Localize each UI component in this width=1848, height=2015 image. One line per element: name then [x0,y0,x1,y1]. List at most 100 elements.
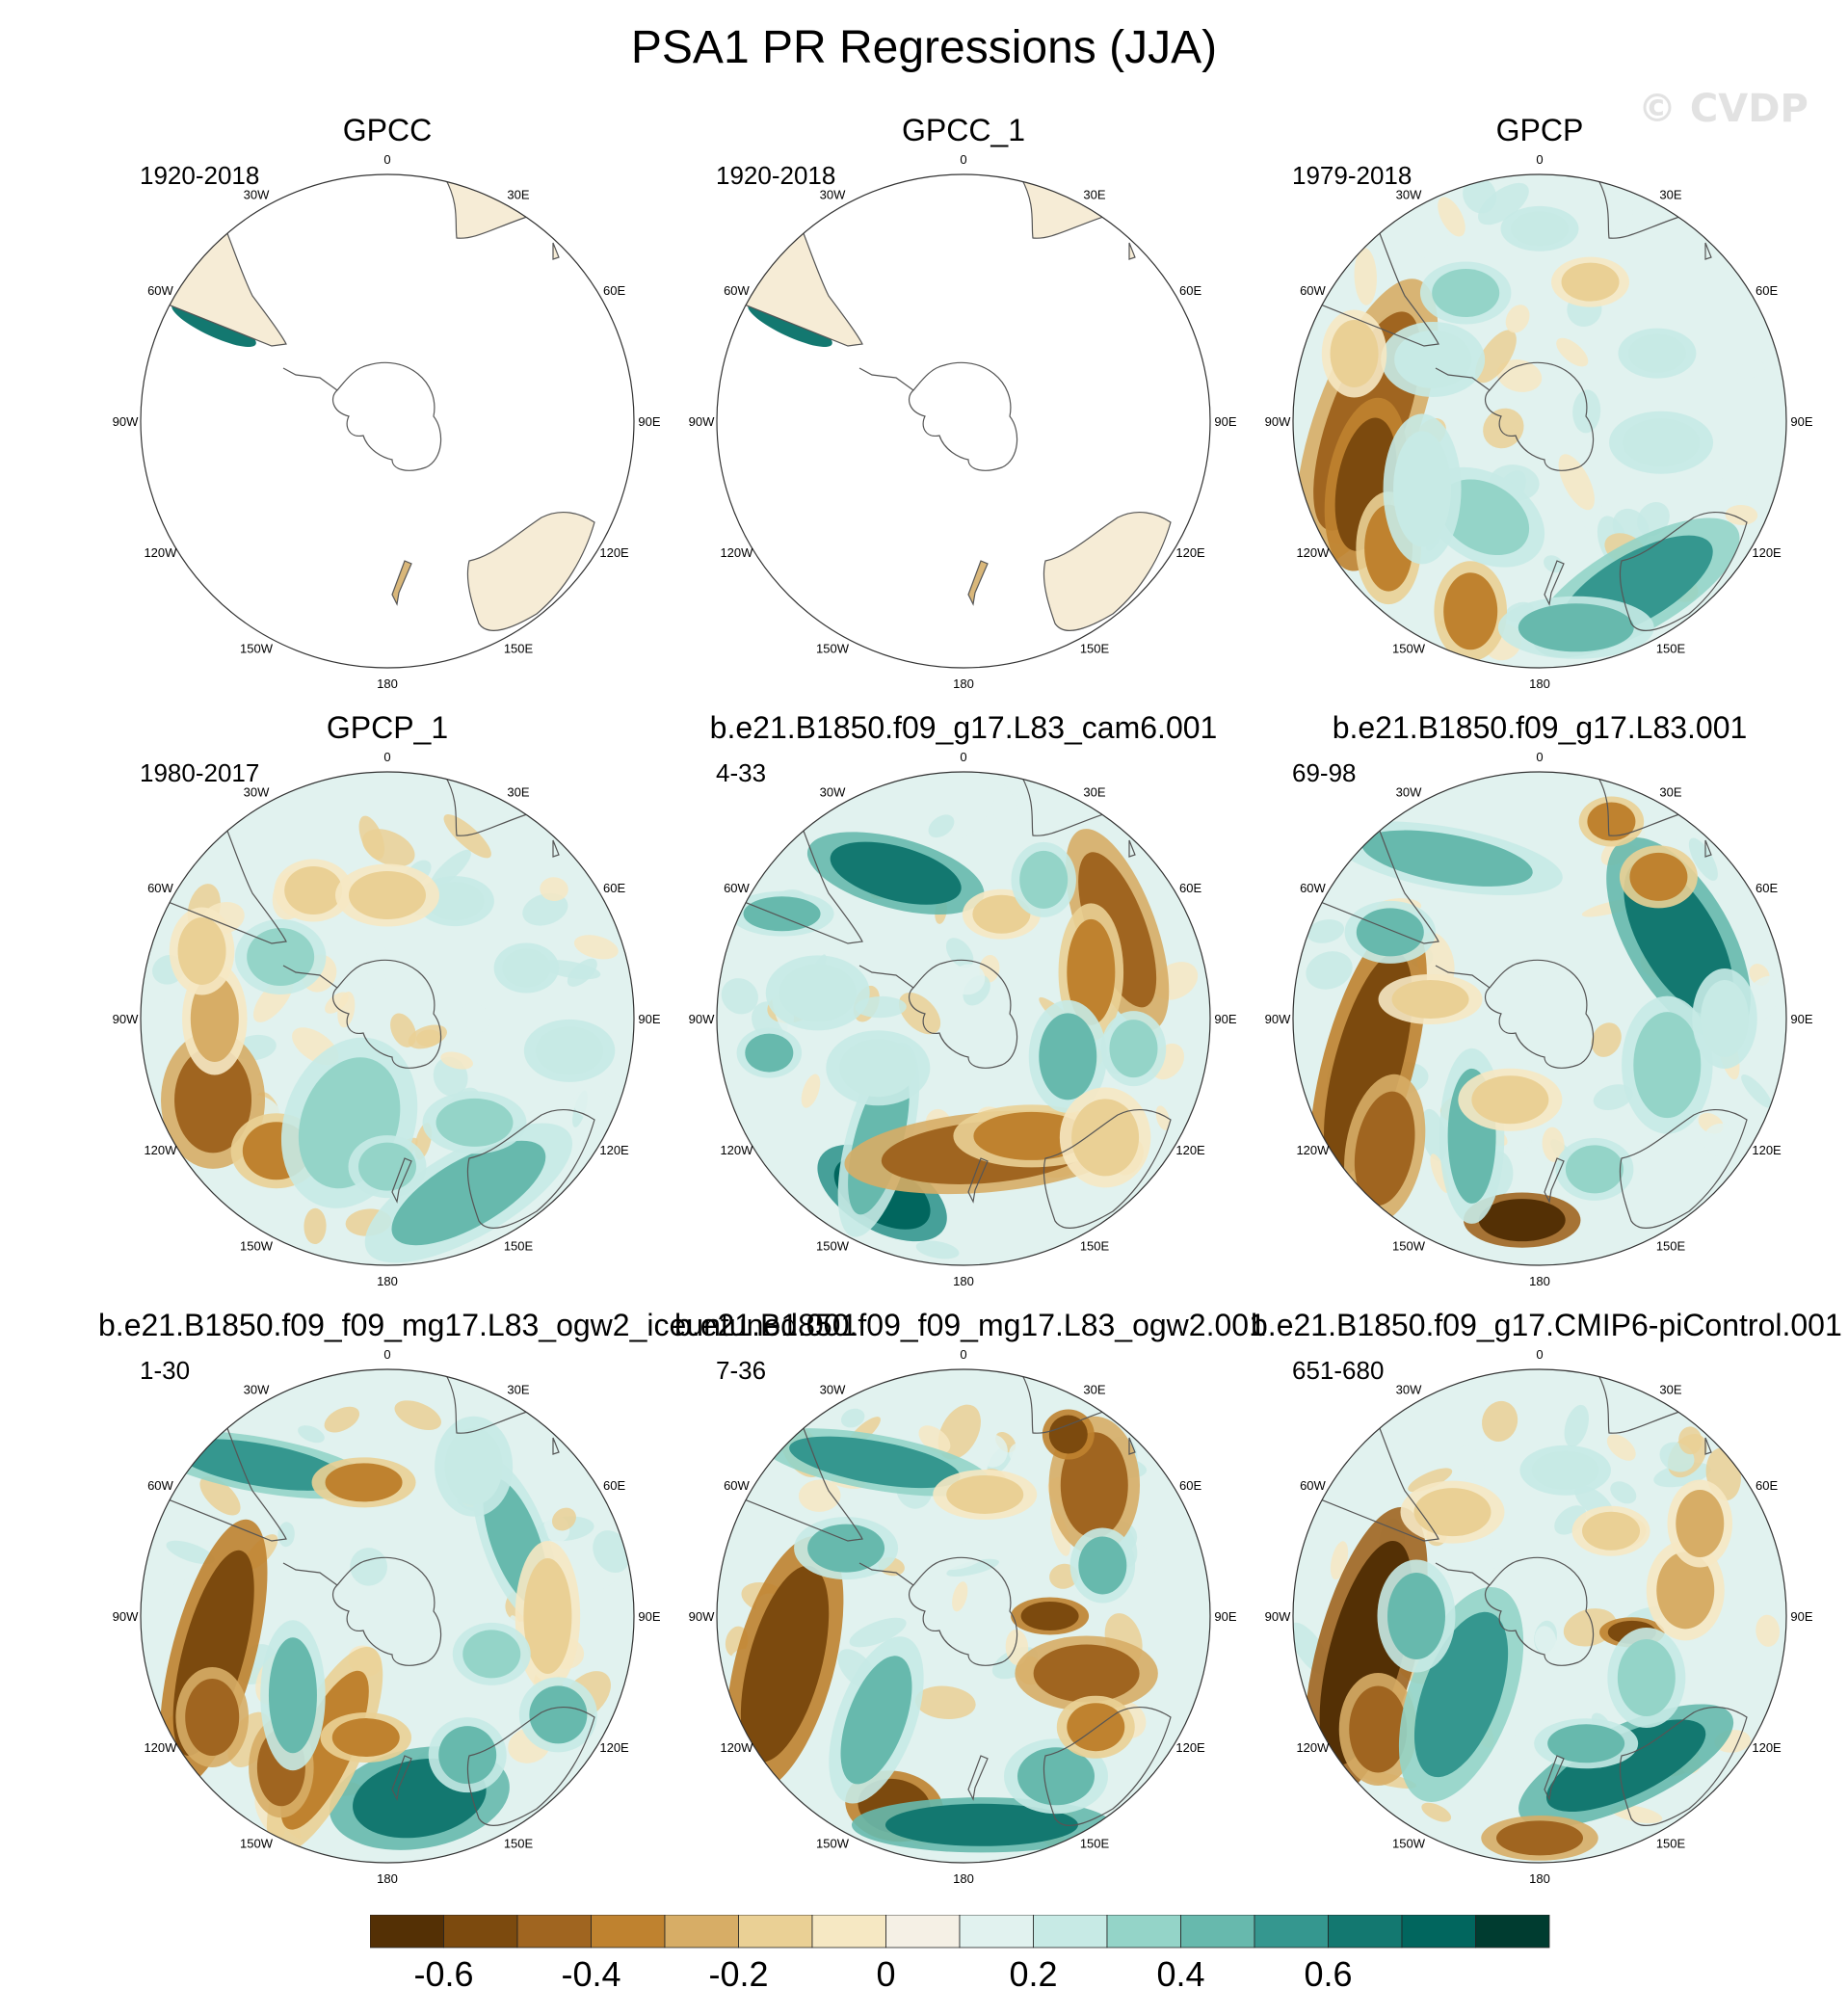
anomaly-blob [1439,479,1530,556]
longitude-label: 180 [953,1871,974,1886]
anomaly-speckle [461,1002,490,1033]
panel-period: 1-30 [140,1356,191,1385]
panel-period: 1980-2017 [140,758,260,787]
australia-coastline [466,1108,595,1230]
anomaly-speckle [394,1400,441,1431]
antarctica-coastline [1484,1556,1595,1666]
anomaly-speckle [953,792,994,839]
longitude-label: 120W [720,1740,753,1755]
anomaly-speckle [366,953,386,994]
anomaly-blob [1060,1432,1128,1539]
longitude-label: 30E [1659,1382,1681,1396]
anomaly-blob [502,948,551,988]
panel-period: 69-98 [1292,758,1357,787]
longitude-label: 150E [1080,1239,1110,1254]
map-field [141,174,634,668]
longitude-label: 0 [960,750,966,764]
anomaly-speckle [522,892,568,926]
anomaly-blob [779,964,857,1022]
panel-title: GPCC_1 [901,113,1026,147]
panel-period: 651-680 [1292,1356,1385,1385]
colorbar-swatch [738,1915,813,1949]
australia-coastline [1619,1108,1748,1230]
colorbar-tick-label: 0 [876,1954,895,1994]
longitude-label: 0 [1536,1347,1543,1362]
longitude-label: 120W [720,1143,753,1157]
longitude-label: 60W [724,881,750,895]
anomaly-speckle [1456,1445,1485,1482]
australia-coastline [1043,511,1172,632]
anomaly-blob [745,1033,794,1073]
anomaly-speckle [593,1530,630,1574]
colorbar: -0.6 -0.4 -0.2 0 0.2 0.4 0.6 [370,1915,1550,1994]
anomaly-blob [1067,1703,1125,1752]
anomaly-blob [174,1047,252,1153]
australia-coastline [1619,1706,1748,1827]
colorbar-swatch [591,1915,666,1949]
longitude-label: 150W [816,1239,850,1254]
anomaly-speckle [914,1685,976,1720]
anomaly-speckle [1354,248,1377,305]
anomaly-speckle [440,1051,473,1070]
longitude-label: 120W [720,545,753,560]
longitude-label: 90E [638,1609,660,1624]
anomaly-speckle [1421,1802,1452,1822]
anomaly-blob [1496,1820,1583,1856]
map-boundary [716,771,1211,1266]
longitude-label: 120E [1752,1143,1782,1157]
anomaly-speckle [324,1406,360,1433]
panel-period: 4-33 [716,758,767,787]
longitude-label: 30W [244,784,270,799]
longitude-label: 0 [1536,152,1543,167]
anomaly-speckle [1410,224,1450,258]
longitude-label: 150E [504,1239,534,1254]
panel-title: b.e21.B1850.f09_f09_mg17.L83_ogw2.001 [674,1308,1266,1342]
longitude-label: 30W [1396,187,1422,201]
longitude-label: 30W [1396,784,1422,799]
anomaly-speckle [849,1617,907,1648]
antarctica-coastline [1484,361,1595,471]
anomaly-speckle [987,781,1019,830]
anomaly-speckle [1610,1481,1637,1504]
polar-stereographic-map: 0 30E 60E 90E 120E 150E 180 150W 120W 90W 60W 30W [113,750,661,1288]
anomaly-speckle [1591,1022,1622,1057]
anomaly-blob [1393,431,1452,547]
anomaly-blob [529,1685,588,1744]
colorbar-swatch [1180,1915,1255,1949]
new-zealand-coastline [967,1755,989,1801]
anomaly-speckle [1482,1400,1518,1443]
anomaly-speckle [801,1074,821,1108]
longitude-label: 60E [603,283,625,298]
longitude-label: 0 [960,152,966,167]
anomaly-blob [426,882,485,921]
anomaly-blob [1361,830,1533,887]
anomaly-speckle [1050,1511,1070,1556]
longitude-label: 120W [1296,1740,1330,1755]
longitude-label: 60W [1300,1478,1326,1493]
anomaly-blob [972,894,1031,934]
anomaly-blob [1511,211,1569,247]
longitude-label: 120E [599,1143,629,1157]
panel-period: 1979-2018 [1292,161,1412,190]
anomaly-blob [1478,1199,1566,1242]
anomaly-speckle [1306,951,1353,990]
map-boundary [140,1368,635,1864]
anomaly-speckle [1688,837,1718,881]
map-field [717,772,1210,1265]
anomaly-speckle [1009,1443,1031,1465]
anomaly-speckle [952,1581,968,1612]
anomaly-blob [1349,1685,1408,1773]
anomaly-speckle [1637,501,1670,537]
anomaly-speckle [1542,1127,1565,1162]
anomaly-speckle [1593,1084,1633,1111]
anomaly-speckle [350,1548,388,1586]
longitude-label: 60E [1179,881,1201,895]
map-field [141,1369,634,1863]
panel-title: b.e21.B1850.f09_g17.CMIP6-piControl.001 [1251,1308,1842,1342]
longitude-label: 30E [1083,1382,1105,1396]
longitude-label: 90E [1214,1012,1236,1026]
anomaly-blob [946,1474,1024,1514]
longitude-label: 90W [1265,1012,1291,1026]
longitude-label: 90E [1214,414,1236,429]
